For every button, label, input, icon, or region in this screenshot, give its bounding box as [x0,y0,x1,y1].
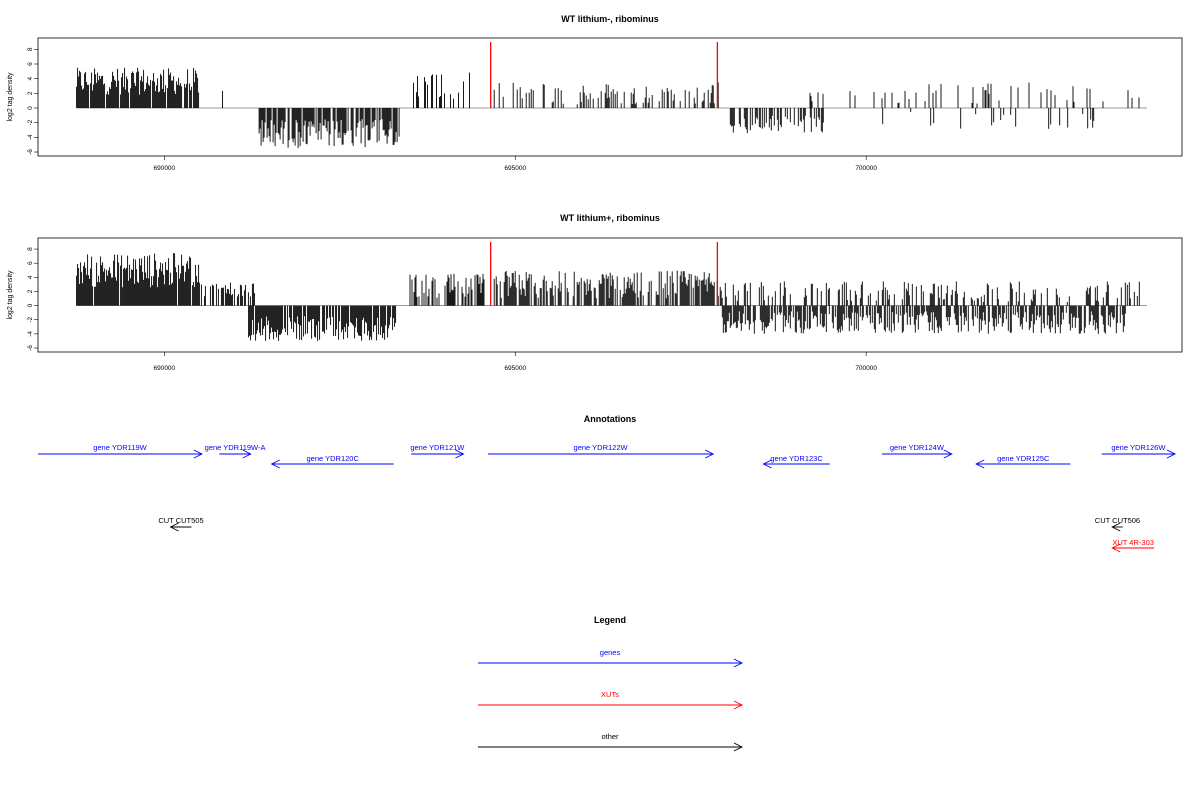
feature-arrow: gene YDR119W-A [205,443,266,459]
x-tick-label: 690000 [153,165,175,172]
arrowhead [733,658,744,668]
arrowhead [1111,543,1121,553]
feature-arrow: gene YDR121W [410,443,465,459]
y-tick-label: -2 [27,316,34,322]
feature-arrow: gene YDR119W [38,443,203,459]
y-tick-label: 0 [27,303,34,307]
y-tick-label: -4 [27,331,34,337]
arrowhead [1166,449,1177,459]
feature-label: CUT CUT505 [158,516,203,525]
feature-arrow: XUT 4R-303 [1111,538,1155,553]
arrowhead [943,449,953,459]
feature-label: gene YDR125C [997,454,1050,463]
legend-item: XUTs [478,690,744,710]
feature-label: gene YDR123C [770,454,823,463]
arrowhead [705,449,715,459]
chart-title: WT lithium-, ribominus [561,14,659,24]
arrowhead [270,459,280,469]
y-tick-label: 8 [27,247,34,251]
legend-item: other [478,732,744,752]
plot-frame [37,37,1183,157]
y-tick-label: -6 [27,345,34,351]
feature-label: gene YDR124W [890,443,945,452]
legend-label: XUTs [601,690,619,699]
annotations-panel: Annotations gene YDR119W gene YDR119W-A ge… [38,414,1177,553]
feature-arrow: gene YDR125C [975,454,1071,469]
y-tick-label: 6 [27,62,34,66]
feature-label: gene YDR120C [307,454,360,463]
y-axis-label: log2 tag density [7,270,14,320]
x-tick-label: 700000 [855,165,877,172]
feature-arrow: gene YDR126W [1101,443,1177,459]
arrowhead [1111,522,1121,532]
y-tick-label: 2 [27,289,34,293]
x-tick-label: 690000 [153,365,175,372]
feature-label: gene YDR122W [574,443,629,452]
track-panel-lithium-minus: WT lithium-, ribominus -6 -4 -2 0 2 4 6 8 log2 ta… [7,14,1183,172]
y-tick-label: -6 [27,149,34,155]
arrowhead [733,742,744,752]
x-tick-label: 695000 [504,165,526,172]
y-tick-label: 4 [27,275,34,279]
chart-title: WT lithium+, ribominus [560,213,660,223]
feature-label: CUT CUT506 [1095,516,1140,525]
legend-item: genes [478,648,744,668]
feature-arrow: CUT CUT505 [158,516,204,532]
y-tick-label: 8 [27,47,34,51]
density-bars [76,67,1140,149]
x-tick-label: 695000 [504,365,526,372]
arrowhead [193,449,203,459]
density-bars [76,253,1140,341]
y-tick-label: -4 [27,134,34,140]
y-tick-label: 0 [27,106,34,110]
arrowhead [762,459,772,469]
x-tick-label: 700000 [855,365,877,372]
arrowhead [455,449,465,459]
feature-arrow: gene YDR123C [762,454,830,469]
legend-title: Legend [594,615,626,625]
track-panel-lithium-plus: WT lithium+, ribominus -6 -4 -2 0 2 4 6 8 log2 ta… [7,213,1183,372]
feature-arrow: gene YDR120C [270,454,394,469]
feature-label: gene YDR121W [410,443,465,452]
feature-label: gene YDR126W [1111,443,1166,452]
legend-label: other [601,732,619,741]
y-tick-label: 4 [27,76,34,80]
arrowhead [975,459,985,469]
y-tick-label: 6 [27,261,34,265]
feature-label: XUT 4R-303 [1112,538,1154,547]
arrowhead [169,522,179,532]
feature-label: gene YDR119W-A [205,443,266,452]
arrowhead [733,700,744,710]
arrowhead [242,449,252,459]
feature-arrow: gene YDR124W [882,443,953,459]
feature-arrow: gene YDR122W [487,443,715,459]
feature-label: gene YDR119W [93,443,147,452]
legend-label: genes [600,648,621,657]
legend-panel: Legend genes XUTs other [478,615,744,752]
y-tick-label: -2 [27,119,34,125]
feature-arrow: CUT CUT506 [1095,516,1140,532]
annotations-title: Annotations [584,414,637,424]
plot-frame [37,237,1183,353]
y-tick-label: 2 [27,91,34,95]
y-axis-label: log2 tag density [7,72,14,122]
